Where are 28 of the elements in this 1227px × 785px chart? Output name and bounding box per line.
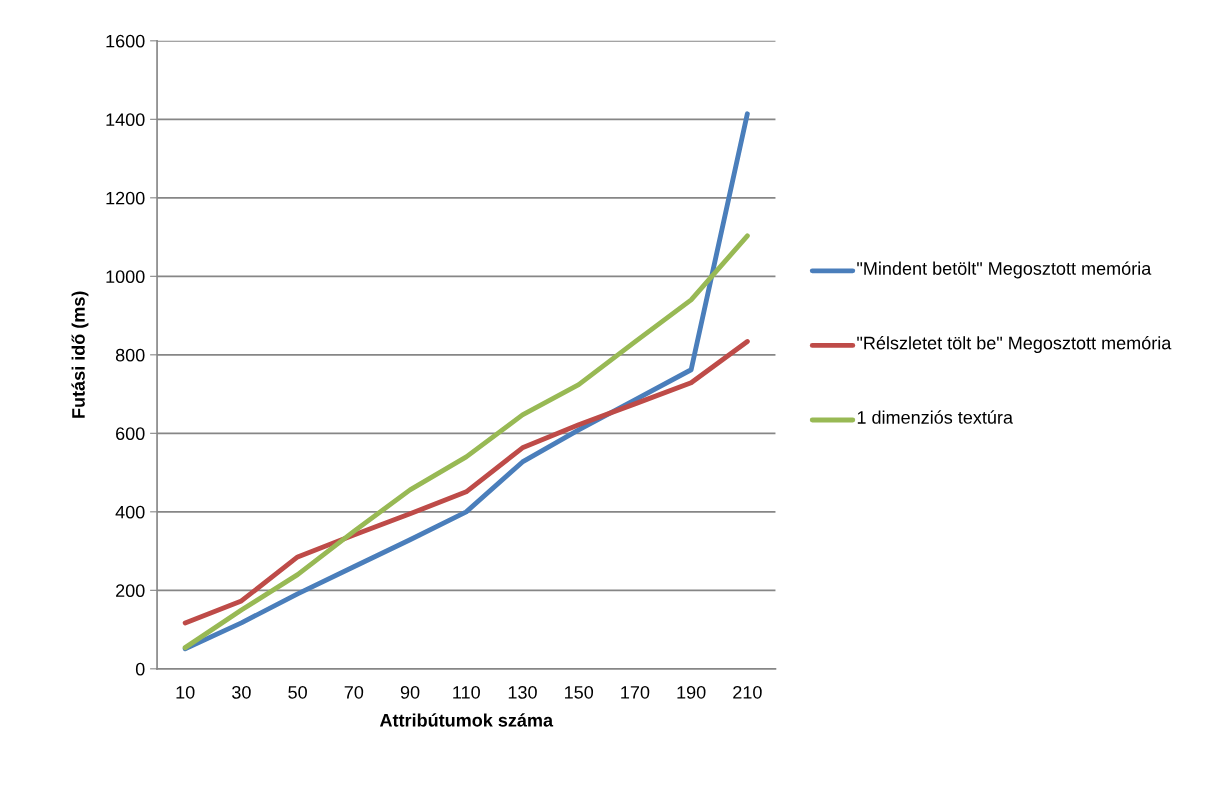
x-tick-label: 10 xyxy=(176,685,195,699)
y-tick-label: 1000 xyxy=(106,270,145,284)
x-tick-label: 210 xyxy=(733,685,762,699)
legend-label: 1 dimenziós textúra xyxy=(857,410,1013,424)
line-series xyxy=(182,233,750,651)
x-tick-label: 50 xyxy=(288,685,307,699)
x-tick-label: 150 xyxy=(565,685,594,699)
y-tick-label: 1400 xyxy=(106,113,145,127)
y-tick-label: 800 xyxy=(115,348,145,362)
x-tick-label: 130 xyxy=(508,685,537,699)
y-tick-label: 0 xyxy=(135,662,145,676)
y-tick-label: 200 xyxy=(116,584,145,598)
x-tick-label: 90 xyxy=(400,685,420,699)
legend-label: "Mindent betölt" Megosztott memória xyxy=(857,261,1152,279)
x-tick-label: 190 xyxy=(677,685,706,699)
x-tick-label: 170 xyxy=(621,685,650,699)
legend-label: "Rélszletet tölt be" Megosztott memória xyxy=(857,335,1172,354)
x-axis-title: Attribútumok száma xyxy=(379,713,554,727)
line-series xyxy=(182,339,750,626)
y-tick-label: 600 xyxy=(116,427,145,441)
y-tick-label: 400 xyxy=(115,505,145,519)
y-tick-label: 1600 xyxy=(106,34,145,48)
y-tick-label: 1200 xyxy=(106,191,145,205)
x-tick-label: 110 xyxy=(453,685,480,699)
x-tick-label: 70 xyxy=(344,685,364,699)
y-axis-title: Futási idő (ms) xyxy=(71,291,89,418)
line-series xyxy=(182,111,750,652)
x-tick-label: 30 xyxy=(232,685,251,699)
